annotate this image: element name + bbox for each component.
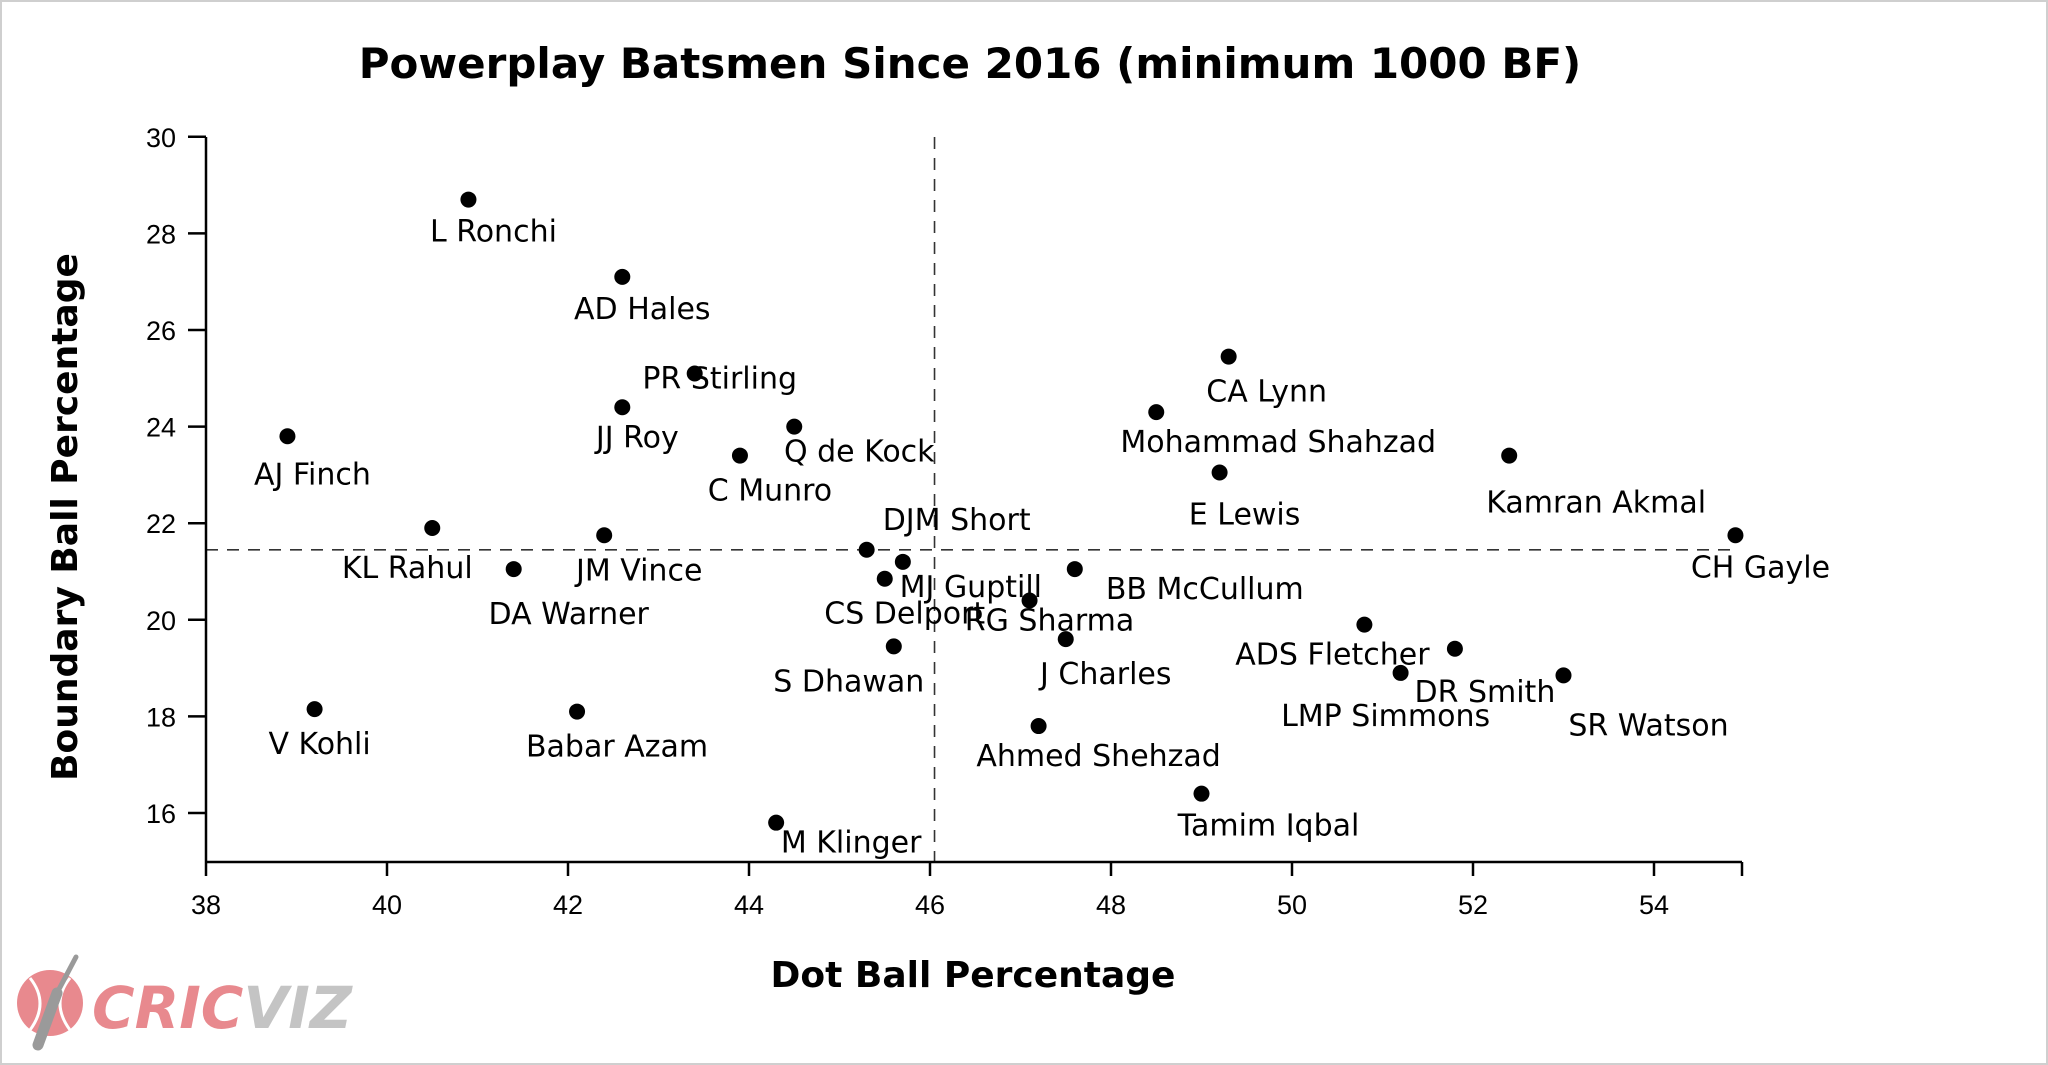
- data-point: [1392, 664, 1409, 681]
- point-label: C Munro: [708, 474, 832, 509]
- data-point: [1446, 640, 1463, 657]
- point-label: S Dhawan: [773, 664, 924, 699]
- y-axis-label: Boundary Ball Percentage: [45, 253, 86, 781]
- x-tick-label: 38: [191, 890, 221, 920]
- data-point: [1030, 718, 1047, 735]
- x-axis-label: Dot Ball Percentage: [771, 955, 1176, 996]
- point-label: MJ Guptill: [900, 570, 1042, 605]
- x-tick-label: 44: [734, 890, 764, 920]
- point-label: PR Stirling: [642, 361, 797, 396]
- x-tick-label: 42: [553, 890, 583, 920]
- point-label: Mohammad Shahzad: [1120, 425, 1436, 460]
- cricket-bat-icon: [32, 954, 79, 1051]
- data-point: [686, 365, 703, 382]
- point-label: Ahmed Shehzad: [976, 739, 1221, 774]
- data-point: [614, 268, 631, 285]
- reference-lines: [206, 137, 1735, 862]
- x-tick-label: 48: [1096, 890, 1126, 920]
- y-tick-label: 20: [146, 606, 176, 636]
- point-label: DR Smith: [1414, 675, 1555, 710]
- cricviz-logo: CRICVIZ: [17, 954, 353, 1051]
- point-label: BB McCullum: [1106, 572, 1304, 607]
- point-label: Babar Azam: [526, 730, 708, 765]
- point-label: V Kohli: [268, 727, 370, 762]
- point-label: CA Lynn: [1206, 375, 1327, 410]
- point-label: L Ronchi: [430, 215, 557, 250]
- data-point: [1211, 464, 1228, 481]
- logo-text-secondary: VIZ: [243, 974, 352, 1042]
- point-label: CH Gayle: [1691, 550, 1830, 585]
- y-tick-label: 16: [146, 799, 176, 829]
- point-label: SR Watson: [1568, 708, 1728, 743]
- x-tick-label: 40: [372, 890, 402, 920]
- logo-text: CRICVIZ: [92, 974, 353, 1042]
- data-point: [858, 541, 875, 558]
- data-point: [731, 447, 748, 464]
- data-point: [768, 814, 785, 831]
- point-label: LMP Simmons: [1281, 699, 1490, 734]
- y-tick-label: 22: [146, 509, 176, 539]
- point-labels: L Ronchi AD Hales PR Stirling JJ Roy Q de Ko…: [254, 215, 1830, 861]
- y-tick-label: 18: [146, 702, 176, 732]
- data-point: [1066, 561, 1083, 578]
- data-point: [786, 418, 803, 435]
- data-point: [894, 553, 911, 570]
- point-label: AJ Finch: [254, 457, 371, 492]
- data-point: [1021, 592, 1038, 609]
- point-label: E Lewis: [1189, 497, 1301, 532]
- data-point: [614, 399, 631, 416]
- data-point: [1148, 404, 1165, 421]
- data-point: [885, 638, 902, 655]
- data-point: [1501, 447, 1518, 464]
- point-label: AD Hales: [574, 292, 711, 327]
- x-tick-label: 50: [1277, 890, 1307, 920]
- logo-text-primary: CRIC: [92, 974, 243, 1042]
- data-point: [1555, 667, 1572, 684]
- x-tick-label: 52: [1458, 890, 1488, 920]
- data-point: [505, 561, 522, 578]
- point-label: KL Rahul: [342, 551, 473, 586]
- x-tick-label: 54: [1639, 890, 1669, 920]
- data-point: [1193, 785, 1210, 802]
- x-tick-label: 46: [915, 890, 945, 920]
- point-label: ADS Fletcher: [1235, 638, 1430, 673]
- point-label: J Charles: [1038, 657, 1171, 692]
- data-point: [876, 570, 893, 587]
- axes: 38 40 42 44 46 48 50 52 54 16 18 20 22 24 26 28 30: [146, 123, 1744, 920]
- data-point: [1356, 616, 1373, 633]
- point-label: M Klinger: [781, 826, 922, 861]
- data-point: [279, 428, 296, 445]
- point-label: DJM Short: [883, 503, 1031, 538]
- chart-title: Powerplay Batsmen Since 2016 (minimum 10…: [359, 39, 1582, 88]
- point-label: JJ Roy: [594, 420, 679, 455]
- point-label: CS Delport: [824, 597, 985, 632]
- data-point: [306, 701, 323, 718]
- point-label: Kamran Akmal: [1486, 486, 1706, 521]
- point-label: JM Vince: [574, 553, 702, 588]
- y-tick-label: 28: [146, 219, 176, 249]
- data-point: [1057, 631, 1074, 648]
- point-label: Q de Kock: [784, 435, 935, 470]
- point-label: Tamim Iqbal: [1177, 809, 1360, 844]
- data-point: [1220, 348, 1237, 365]
- y-tick-label: 24: [146, 413, 176, 443]
- data-point: [460, 191, 477, 208]
- data-point: [569, 703, 586, 720]
- data-point: [424, 520, 441, 537]
- point-label: RG Sharma: [965, 603, 1134, 638]
- data-point: [596, 527, 613, 544]
- y-tick-label: 26: [146, 316, 176, 346]
- data-points: [279, 191, 1744, 831]
- y-tick-label: 30: [146, 123, 176, 153]
- data-point: [1727, 527, 1744, 544]
- point-label: DA Warner: [489, 597, 650, 632]
